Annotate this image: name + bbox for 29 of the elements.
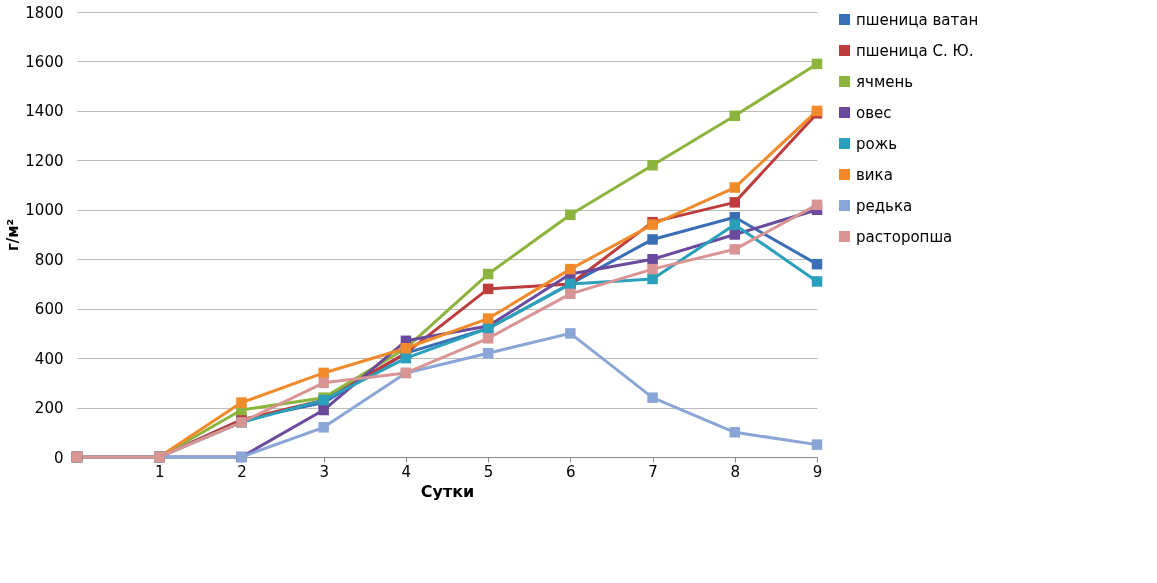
x-tick-label: 3 xyxy=(319,462,329,481)
legend-label: расторопша xyxy=(856,227,953,246)
y-axis-title: г/м² xyxy=(4,218,23,252)
y-tick-label: 400 xyxy=(34,349,64,368)
y-tick-label: 0 xyxy=(53,448,64,467)
x-tick-label: 5 xyxy=(483,462,494,481)
y-tick-label: 1600 xyxy=(25,52,64,71)
x-tick-label: 7 xyxy=(648,462,658,481)
legend-label: пшеница С. Ю. xyxy=(856,41,974,60)
y-tick-label: 600 xyxy=(34,300,64,319)
legend-label: редька xyxy=(856,196,913,215)
x-tick-label: 2 xyxy=(237,462,247,481)
x-tick-label: 4 xyxy=(401,462,412,481)
y-tick-label: 200 xyxy=(34,399,64,418)
y-tick-label: 1200 xyxy=(25,151,64,170)
y-tick-label: 800 xyxy=(34,250,64,269)
legend-label: пшеница ватан xyxy=(856,10,979,29)
y-tick-label: 1000 xyxy=(25,201,64,220)
y-tick-label: 1400 xyxy=(25,102,64,121)
legend-label: вика xyxy=(856,165,893,184)
y-tick-label: 1800 xyxy=(25,3,64,22)
x-tick-label: 1 xyxy=(154,462,165,481)
legend-label: овес xyxy=(856,103,892,122)
x-axis-title: Сутки xyxy=(420,481,475,501)
x-tick-label: 6 xyxy=(566,462,576,481)
legend-label: рожь xyxy=(856,134,898,153)
x-tick-label: 8 xyxy=(730,462,741,481)
x-tick-label: 9 xyxy=(812,462,823,481)
legend-label: ячмень xyxy=(856,72,914,91)
